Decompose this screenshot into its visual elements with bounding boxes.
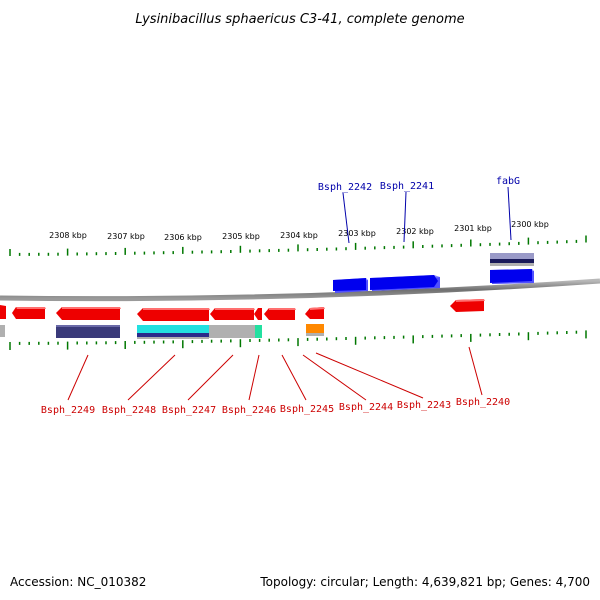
forward-labels: Bsph_2242 Bsph_2241 fabG — [318, 176, 520, 244]
gene-arrow-bsph-2245[interactable] — [254, 308, 262, 320]
kbp-label-2303: 2303 kbp — [338, 229, 376, 238]
accession-text: Accession: NC_010382 — [10, 575, 146, 589]
genome-backbone — [0, 278, 600, 302]
reverse-strand — [0, 299, 485, 339]
kbp-label-2301: 2301 kbp — [454, 224, 492, 233]
leader-line-fabg — [507, 186, 512, 241]
upper-scale: 2308 kbp 2307 kbp 2306 kbp 2305 kbp 2304… — [9, 220, 587, 256]
gene-label-fabg[interactable]: fabG — [496, 176, 520, 187]
gene-label-bsph-2246[interactable]: Bsph_2246 — [222, 405, 276, 416]
gene-arrow-bsph-2248[interactable] — [56, 307, 121, 320]
gene-arrow-bsph-2249-left[interactable] — [0, 305, 6, 319]
topology-text: Topology: circular; Length: 4,639,821 bp… — [259, 575, 590, 589]
leader-line-bsph-2245 — [281, 354, 307, 401]
leader-line-bsph-2246 — [248, 354, 260, 401]
reverse-labels: Bsph_2249 Bsph_2248 Bsph_2247 Bsph_2246 … — [41, 346, 510, 416]
leader-line-bsph-2247 — [187, 354, 234, 401]
gene-label-bsph-2241[interactable]: Bsph_2241 — [380, 181, 434, 192]
gene-label-bsph-2242[interactable]: Bsph_2242 — [318, 182, 372, 193]
leader-line-bsph-2241 — [403, 191, 407, 243]
gene-arrow-bsph-2246[interactable] — [210, 308, 255, 320]
kbp-label-2306: 2306 kbp — [164, 233, 202, 242]
leader-line-bsph-2242 — [342, 192, 350, 244]
gene-arrow-bsph-2240[interactable] — [450, 299, 485, 312]
leader-line-bsph-2244 — [302, 354, 367, 401]
gene-label-bsph-2244[interactable]: Bsph_2244 — [339, 402, 393, 413]
leader-line-bsph-2240 — [468, 346, 483, 396]
leader-line-bsph-2243 — [315, 352, 424, 399]
feature-fabg-bar[interactable] — [490, 253, 534, 266]
gene-arrow-bsph-2242[interactable] — [333, 278, 368, 293]
map-title: Lysinibacillus sphaericus C3-41, complet… — [135, 12, 464, 27]
kbp-label-2307: 2307 kbp — [107, 232, 145, 241]
kbp-label-2300: 2300 kbp — [511, 220, 549, 229]
gene-label-bsph-2247[interactable]: Bsph_2247 — [162, 405, 216, 416]
feature-bar-bsph-2243[interactable] — [306, 324, 324, 336]
kbp-label-2305: 2305 kbp — [222, 232, 260, 241]
upper-tick-marks — [9, 235, 587, 256]
feature-bar-bsph-2248[interactable] — [56, 325, 120, 338]
feature-bar-bsph-2247[interactable] — [137, 325, 209, 339]
feature-bar-bsph-2246[interactable] — [209, 325, 255, 338]
leader-line-bsph-2249 — [67, 354, 89, 401]
feature-bar-left-edge[interactable] — [0, 325, 5, 337]
gene-arrow-fabg[interactable] — [490, 269, 534, 284]
forward-strand — [333, 253, 534, 293]
gene-label-bsph-2240[interactable]: Bsph_2240 — [456, 397, 510, 408]
gene-label-bsph-2245[interactable]: Bsph_2245 — [280, 404, 334, 415]
gene-arrow-bsph-2247[interactable] — [137, 308, 210, 321]
gene-arrow-bsph-2241[interactable] — [370, 275, 440, 291]
kbp-label-2308: 2308 kbp — [49, 231, 87, 240]
gene-label-bsph-2243[interactable]: Bsph_2243 — [397, 400, 451, 411]
lower-tick-marks — [9, 330, 587, 350]
kbp-label-2304: 2304 kbp — [280, 231, 318, 240]
gene-label-bsph-2249[interactable]: Bsph_2249 — [41, 405, 95, 416]
gene-arrow-bsph-2244[interactable] — [264, 308, 296, 320]
leader-line-bsph-2248 — [127, 354, 176, 401]
kbp-label-2302: 2302 kbp — [396, 227, 434, 236]
gene-label-bsph-2248[interactable]: Bsph_2248 — [102, 405, 156, 416]
gene-arrow-bsph-2249[interactable] — [12, 307, 46, 319]
feature-bar-bsph-2245[interactable] — [255, 325, 262, 338]
gene-arrow-bsph-2243[interactable] — [305, 307, 325, 319]
